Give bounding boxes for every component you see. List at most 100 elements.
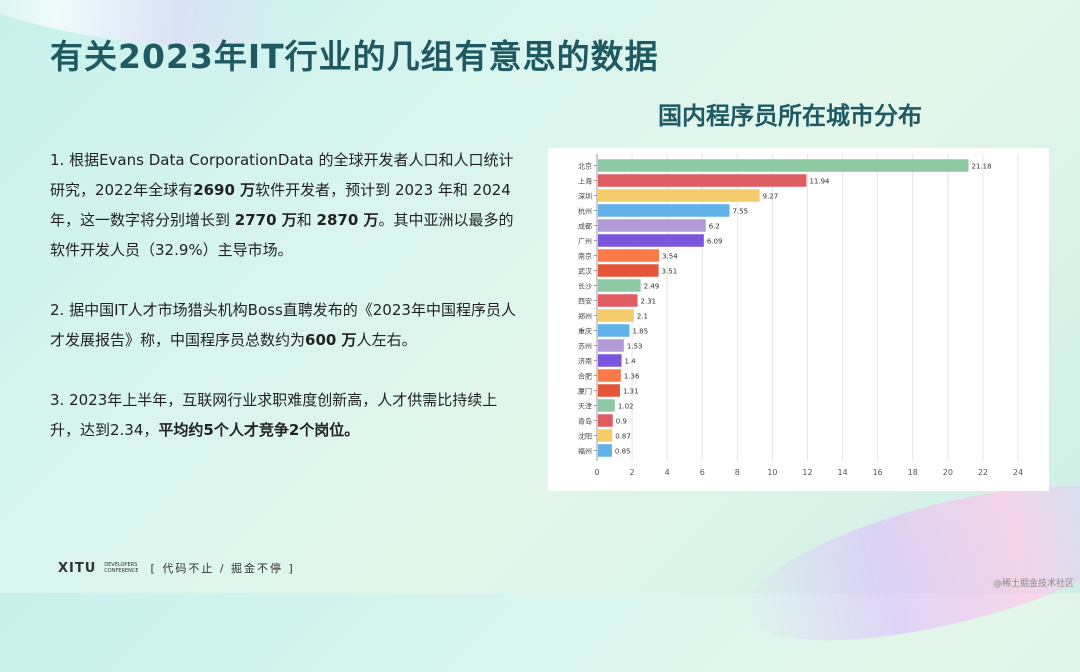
bar-value-label: 1.85 bbox=[632, 328, 648, 336]
bar-value-label: 1.31 bbox=[623, 388, 639, 396]
category-label: 杭州 bbox=[578, 207, 592, 216]
x-tick-label: 2 bbox=[630, 468, 635, 477]
paragraph-1-segment: 2770 万 bbox=[234, 211, 297, 229]
paragraph-1-segment: 2690 万 bbox=[193, 181, 256, 199]
category-label: 福州 bbox=[578, 447, 592, 456]
bar-value-label: 1.36 bbox=[624, 373, 640, 381]
category-label: 南京 bbox=[578, 252, 592, 261]
bar-value-label: 2.1 bbox=[637, 313, 648, 321]
bar-value-label: 1.4 bbox=[625, 358, 637, 366]
x-tick-label: 6 bbox=[700, 468, 705, 477]
category-label: 天津 bbox=[578, 403, 592, 411]
x-tick-label: 8 bbox=[735, 468, 740, 477]
category-label: 上海 bbox=[578, 177, 592, 186]
bar-value-label: 7.55 bbox=[732, 208, 748, 216]
footer-slogan: [ 代码不止 / 掘金不停 ] bbox=[150, 562, 295, 575]
bar-value-label: 0.87 bbox=[615, 433, 631, 441]
bar-value-label: 0.9 bbox=[616, 418, 627, 426]
x-tick-label: 24 bbox=[1013, 468, 1023, 477]
paragraph-1: 1. 根据Evans Data CorporationData 的全球开发者人口… bbox=[50, 145, 520, 265]
bar bbox=[598, 249, 660, 262]
category-label: 苏州 bbox=[578, 342, 592, 351]
x-tick-label: 4 bbox=[665, 468, 670, 477]
x-tick-label: 20 bbox=[943, 468, 953, 477]
category-label: 广州 bbox=[578, 237, 592, 246]
bar-value-label: 11.94 bbox=[809, 178, 830, 186]
bar bbox=[598, 234, 704, 247]
paragraph-1-segment: 和 bbox=[296, 211, 317, 229]
bar bbox=[598, 294, 638, 307]
bar bbox=[598, 369, 621, 382]
x-tick-label: 22 bbox=[978, 468, 988, 477]
bar-value-label: 6.2 bbox=[709, 223, 720, 231]
bar-value-label: 21.18 bbox=[972, 163, 992, 171]
category-label: 西安 bbox=[578, 297, 592, 306]
x-tick-label: 12 bbox=[802, 468, 812, 477]
bar-value-label: 2.31 bbox=[641, 298, 657, 306]
bar bbox=[598, 189, 760, 202]
x-tick-label: 0 bbox=[594, 468, 599, 477]
bar bbox=[598, 324, 630, 337]
category-label: 重庆 bbox=[578, 327, 592, 336]
bar-value-label: 3.51 bbox=[662, 268, 678, 276]
bar bbox=[598, 219, 706, 232]
bar bbox=[598, 444, 612, 457]
bar bbox=[598, 414, 613, 427]
paragraph-3-segment: 3. 2023年上半年，互联网行业求职难度创新高，人才供需比持续上升，达到2.3… bbox=[50, 391, 498, 439]
x-tick-label: 14 bbox=[837, 468, 847, 477]
category-label: 济南 bbox=[578, 357, 592, 366]
category-label: 武汉 bbox=[578, 267, 592, 276]
bar-value-label: 2.49 bbox=[644, 283, 660, 291]
paragraph-1-segment: 软件开发者，预计到 2023 年和 2024 年，这一数字将分别增长到 bbox=[50, 181, 511, 229]
category-label: 厦门 bbox=[578, 387, 592, 396]
bar bbox=[598, 354, 622, 367]
bar-value-label: 0.85 bbox=[615, 448, 631, 456]
paragraph-3-segment: 平均约5个人才竞争2个岗位。 bbox=[158, 421, 360, 439]
footer: XITU DEVELOPERS CONFERENCE [ 代码不止 / 掘金不停… bbox=[58, 560, 295, 576]
bar bbox=[598, 174, 807, 187]
category-label: 深圳 bbox=[578, 192, 592, 201]
footer-logo-sub-1: DEVELOPERS bbox=[104, 562, 138, 568]
paragraph-2: 2. 据中国IT人才市场猎头机构Boss直聘发布的《2023年中国程序员人才发展… bbox=[50, 295, 520, 355]
paragraph-2-segment: 600 万 bbox=[305, 331, 357, 349]
bar bbox=[598, 279, 641, 292]
chart-heading: 国内程序员所在城市分布 bbox=[658, 102, 922, 130]
paragraph-2-segment: 人左右。 bbox=[356, 331, 417, 349]
paragraph-2-segment: 2. 据中国IT人才市场猎头机构Boss直聘发布的《2023年中国程序员人才发展… bbox=[50, 301, 516, 349]
bar bbox=[598, 429, 613, 442]
footer-logo: XITU bbox=[58, 560, 97, 576]
chart-panel: 0 2 4 6 8 10 12 14 16 18 20 22 24 北京 21.18 上海 11.94 深圳 9.2… bbox=[548, 148, 1049, 491]
bar bbox=[598, 384, 620, 397]
footer-logo-sub-2: CONFERENCE bbox=[104, 568, 139, 574]
bar bbox=[598, 159, 969, 172]
category-label: 合肥 bbox=[578, 372, 592, 381]
bar bbox=[598, 264, 659, 277]
watermark: @稀土掘金技术社区 bbox=[992, 579, 1074, 589]
category-label: 成都 bbox=[578, 222, 592, 231]
paragraph-1-segment: 1. 根据Evans Data CorporationData 的全球开发者人口… bbox=[50, 151, 514, 199]
bar bbox=[598, 399, 615, 412]
x-tick-label: 16 bbox=[873, 468, 883, 477]
body-text: 1. 根据Evans Data CorporationData 的全球开发者人口… bbox=[50, 145, 520, 475]
category-label: 长沙 bbox=[578, 282, 592, 291]
x-tick-label: 18 bbox=[908, 468, 918, 477]
bar bbox=[598, 309, 634, 322]
bar-value-label: 1.53 bbox=[627, 343, 643, 351]
paragraph-3: 3. 2023年上半年，互联网行业求职难度创新高，人才供需比持续上升，达到2.3… bbox=[50, 385, 520, 445]
bar-value-label: 9.27 bbox=[763, 193, 779, 201]
bar-value-label: 6.09 bbox=[707, 238, 723, 246]
page-title: 有关2023年IT行业的几组有意思的数据 bbox=[50, 37, 659, 76]
paragraph-1-segment: 2870 万 bbox=[316, 211, 379, 229]
category-label: 北京 bbox=[578, 162, 592, 171]
paragraph-1-segment: 。其中亚洲以最多的软件开发人员（32.9%）主导市场。 bbox=[50, 211, 514, 259]
category-label: 青岛 bbox=[578, 417, 592, 426]
bar bbox=[598, 204, 730, 217]
category-label: 郑州 bbox=[578, 313, 592, 321]
bar bbox=[598, 339, 624, 352]
x-tick-label: 10 bbox=[767, 468, 777, 477]
bar-value-label: 1.02 bbox=[618, 403, 634, 411]
footer-logo-sub: DEVELOPERS CONFERENCE bbox=[104, 562, 138, 574]
category-label: 沈阳 bbox=[578, 432, 592, 441]
bar-value-label: 3.54 bbox=[662, 253, 678, 261]
